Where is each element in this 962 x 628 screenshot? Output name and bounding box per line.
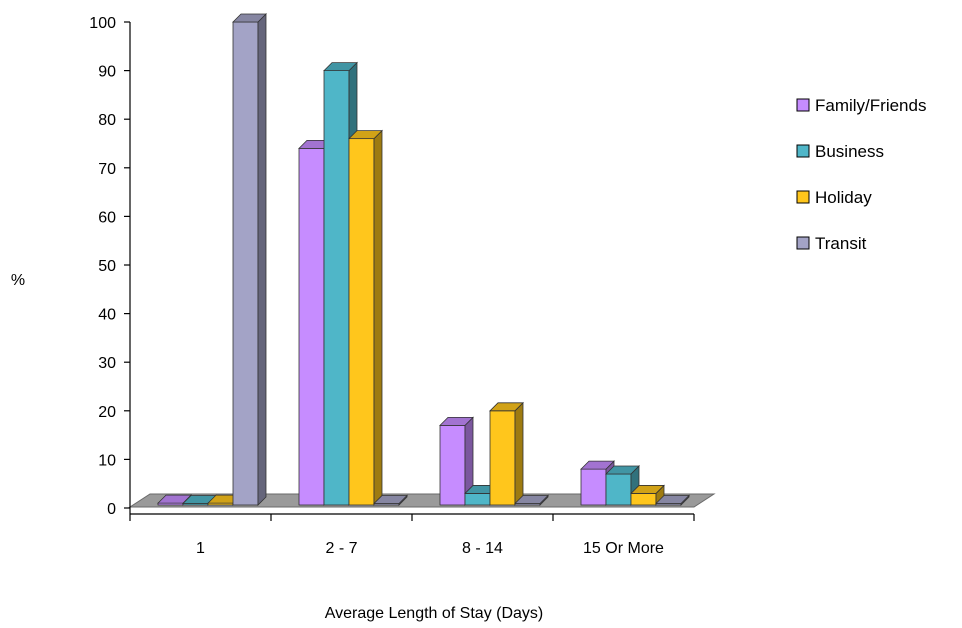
legend-label: Transit — [815, 234, 867, 253]
bar-top — [323, 62, 358, 71]
bar-side — [373, 129, 383, 506]
bar — [348, 129, 383, 506]
legend-item: Family/Friends — [796, 96, 926, 115]
bar-front — [605, 473, 632, 506]
y-tick-label: 50 — [98, 258, 116, 275]
legend-label: Business — [815, 142, 884, 161]
y-tick-label: 20 — [98, 404, 116, 421]
legend-item: Business — [796, 142, 884, 161]
bar-front — [580, 468, 607, 506]
legend-swatch — [796, 144, 810, 158]
bar — [439, 416, 474, 506]
y-tick-label: 60 — [98, 209, 116, 226]
bar-front — [298, 147, 325, 506]
bar-top — [373, 495, 408, 504]
legend-item: Transit — [796, 234, 867, 253]
bar-side — [514, 401, 524, 506]
x-axis-title: Average Length of Stay (Days) — [325, 605, 544, 622]
bar-front — [323, 70, 350, 506]
legend-swatch — [796, 190, 810, 204]
bar-top — [580, 460, 615, 470]
bar-front — [439, 424, 466, 506]
bar-front — [630, 493, 657, 506]
y-tick-label: 90 — [98, 64, 116, 81]
y-tick-label: 100 — [89, 15, 116, 32]
legend-label: Family/Friends — [815, 96, 926, 115]
bar-top — [348, 130, 383, 140]
bar — [655, 494, 690, 506]
bar-top — [655, 495, 690, 504]
bar — [232, 13, 267, 506]
x-tick-label: 15 Or More — [583, 540, 664, 557]
y-tick-label: 30 — [98, 355, 116, 372]
bar — [373, 494, 408, 506]
legend-swatch — [796, 236, 810, 250]
legend-swatch — [796, 98, 810, 112]
bar-front — [232, 21, 259, 506]
chart-floor — [128, 493, 716, 508]
bar-top — [439, 416, 474, 426]
bar — [514, 494, 549, 506]
legend-item: Holiday — [796, 188, 872, 207]
x-tick-label: 1 — [196, 540, 205, 557]
bar-top — [514, 495, 549, 504]
y-axis-title: % — [11, 272, 25, 289]
y-tick-label: 80 — [98, 112, 116, 129]
bar-top — [232, 13, 267, 23]
y-tick-label: 70 — [98, 161, 116, 178]
x-tick-label: 8 - 14 — [462, 540, 503, 557]
bar — [489, 401, 524, 506]
bar-front — [464, 493, 491, 506]
bar-top — [489, 402, 524, 412]
bar-front — [489, 410, 516, 506]
bar-top — [630, 485, 665, 494]
bar-front — [348, 138, 375, 506]
bar-top — [605, 465, 640, 475]
x-tick-label: 2 - 7 — [325, 540, 357, 557]
bar — [630, 484, 665, 506]
legend-label: Holiday — [815, 188, 872, 207]
y-tick-label: 10 — [98, 452, 116, 469]
y-tick-label: 40 — [98, 307, 116, 324]
y-tick-label: 0 — [107, 501, 116, 518]
bar-side — [257, 13, 267, 506]
